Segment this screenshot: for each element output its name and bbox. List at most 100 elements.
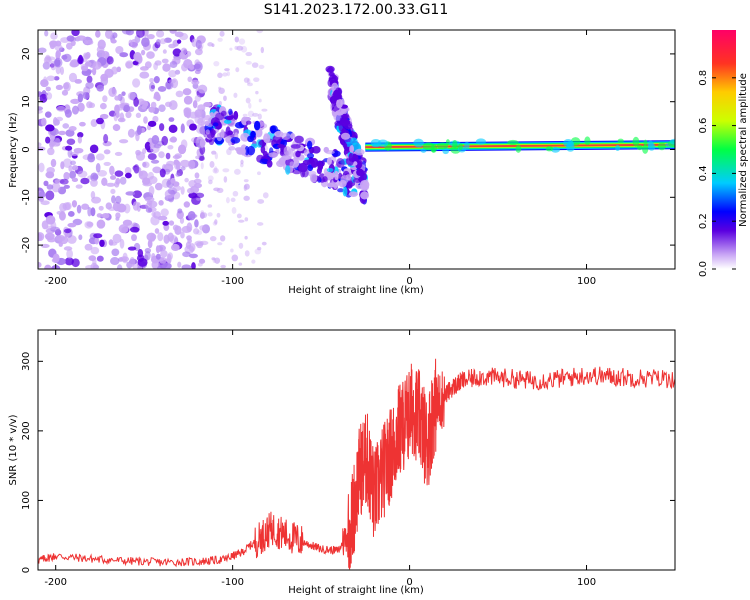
spectrogram-y-ticks: -20 -10 0 10 20 <box>21 48 675 253</box>
spectral-noise-blob <box>135 112 142 118</box>
spectral-chirp-blob <box>326 167 334 173</box>
spectral-noise-blob <box>243 77 250 83</box>
spectral-noise-blob <box>90 119 98 127</box>
spectral-chirp-blob <box>348 152 354 162</box>
spectral-noise-blob <box>56 105 66 112</box>
spectral-noise-blob <box>45 86 51 92</box>
spectral-chirp-blob <box>326 68 334 73</box>
spectral-noise-blob <box>38 162 45 173</box>
spectrogram-y-tick-label: 0 <box>21 146 32 152</box>
spectral-noise-blob <box>147 120 157 127</box>
spectral-chirp-blob <box>348 191 359 197</box>
spectral-noise-blob <box>179 217 185 224</box>
spectral-noise-blob <box>59 202 67 212</box>
snr-x-ticks: -200 -100 0 100 <box>44 330 596 588</box>
spectral-noise-blob <box>228 146 236 151</box>
spectral-noise-blob <box>43 180 49 187</box>
spectral-noise-blob <box>132 201 140 211</box>
spectral-noise-blob <box>168 43 176 49</box>
spectral-noise-blob <box>175 172 181 177</box>
spectral-noise-blob <box>58 211 66 221</box>
spectral-noise-blob <box>199 42 204 49</box>
carrier-blob <box>657 142 666 151</box>
spectral-noise-blob <box>187 76 193 83</box>
spectral-noise-blob <box>169 60 178 69</box>
spectral-noise-blob <box>55 50 61 58</box>
spectral-noise-blob <box>194 172 200 179</box>
spectral-noise-blob <box>66 249 73 259</box>
spectral-noise-blob <box>73 147 84 154</box>
spectral-noise-blob <box>84 221 93 229</box>
spectral-noise-blob <box>105 182 116 187</box>
spectral-noise-blob <box>214 257 221 264</box>
spectral-noise-blob <box>44 30 49 37</box>
spectral-noise-blob <box>153 143 162 149</box>
spectral-noise-blob <box>151 211 156 217</box>
snr-x-tick-label: -100 <box>221 577 244 588</box>
spectral-noise-blob <box>154 182 163 191</box>
snr-y-tick-label: 200 <box>21 421 32 440</box>
colorbar-label: Normalized spectral amplitude <box>738 73 749 227</box>
spectral-noise-blob <box>105 202 112 210</box>
spectral-noise-blob <box>238 242 244 249</box>
spectral-noise-blob <box>187 187 195 194</box>
spectral-noise-blob <box>229 47 233 51</box>
spectral-chirp-blob <box>203 102 212 108</box>
spectral-noise-blob <box>102 95 108 103</box>
spectral-noise-blob <box>44 111 52 118</box>
spectral-noise-blob <box>62 123 70 129</box>
spectral-noise-blob <box>87 206 92 217</box>
spectral-noise-blob <box>71 105 79 115</box>
spectral-noise-blob <box>195 155 200 160</box>
spectral-noise-blob <box>124 172 132 179</box>
spectral-noise-blob <box>235 67 240 73</box>
spectral-noise-blob <box>164 101 173 107</box>
spectral-noise-blob <box>162 63 171 72</box>
spectral-noise-blob <box>55 84 64 90</box>
spectral-noise-blob <box>236 213 242 219</box>
spectral-noise-blob <box>87 154 96 163</box>
carrier-blob <box>431 147 436 153</box>
carrier-blob <box>475 138 487 145</box>
spectral-noise-blob <box>77 136 82 144</box>
spectral-noise-blob <box>69 170 77 180</box>
spectral-noise-blob <box>68 165 73 172</box>
spectrogram-x-tick-label: -100 <box>221 276 244 287</box>
spectral-noise-blob <box>193 228 200 235</box>
carrier-blob <box>422 142 435 151</box>
spectral-chirp-blob <box>349 144 355 154</box>
spectral-noise-blob <box>158 200 164 206</box>
spectral-noise-blob <box>179 32 189 41</box>
spectral-noise-blob <box>214 219 218 225</box>
spectral-noise-blob <box>58 130 67 136</box>
spectral-noise-blob <box>159 38 167 45</box>
spectral-noise-blob <box>93 233 103 239</box>
spectral-chirp-blob <box>336 158 345 168</box>
spectral-noise-blob <box>53 76 60 81</box>
spectral-chirp-blob <box>340 175 349 184</box>
spectral-noise-blob <box>191 79 200 85</box>
spectral-noise-blob <box>64 109 72 118</box>
spectral-noise-blob <box>84 53 90 60</box>
spectral-noise-blob <box>38 47 47 53</box>
spectral-noise-blob <box>183 201 191 208</box>
spectral-noise-blob <box>65 145 73 151</box>
spectral-noise-blob <box>135 151 146 161</box>
spectral-noise-blob <box>136 30 145 38</box>
spectral-noise-blob <box>197 117 206 126</box>
spectral-noise-blob <box>207 212 213 217</box>
spectral-noise-blob <box>64 231 70 238</box>
spectral-chirp-blob <box>270 125 277 134</box>
spectral-noise-blob <box>146 200 153 206</box>
spectral-chirp-blob <box>233 110 239 120</box>
spectral-noise-blob <box>218 87 225 94</box>
spectral-noise-blob <box>80 177 90 185</box>
spectral-noise-blob <box>120 226 129 234</box>
spectrogram-marks <box>38 30 675 269</box>
spectral-noise-blob <box>180 123 185 134</box>
spectral-noise-blob <box>248 102 252 109</box>
spectral-noise-blob <box>245 97 251 104</box>
spectral-noise-blob <box>96 117 104 125</box>
spectral-noise-blob <box>222 168 230 173</box>
spectral-noise-blob <box>211 150 217 155</box>
